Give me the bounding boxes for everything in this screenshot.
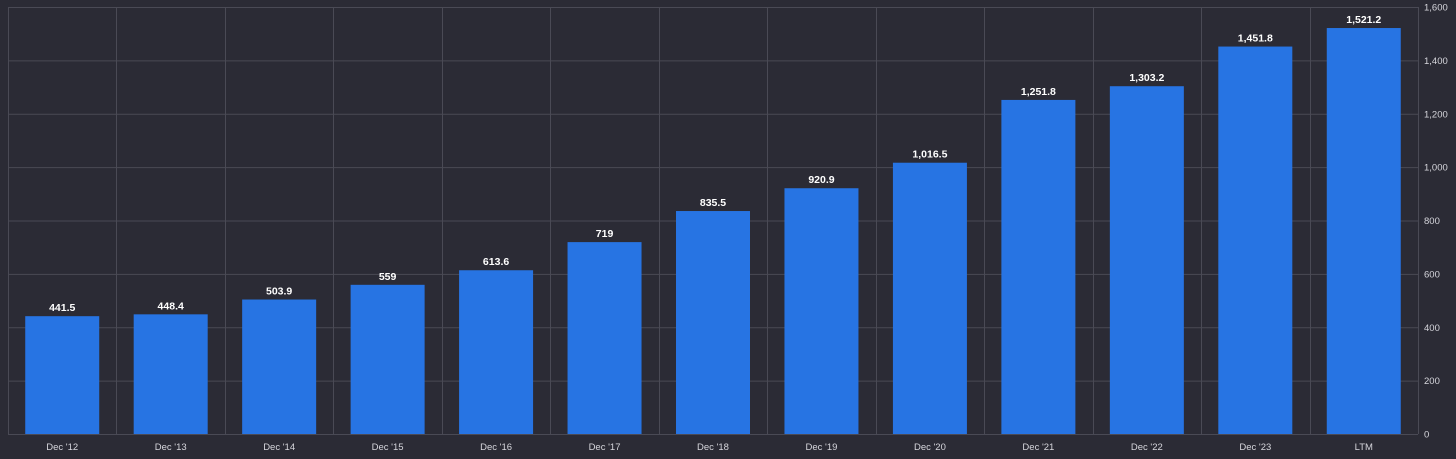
- bar-value-label: 719: [596, 228, 614, 240]
- y-tick-label: 800: [1424, 216, 1440, 227]
- bar: [676, 211, 750, 434]
- x-tick-label: Dec '17: [589, 442, 621, 453]
- x-tick-label: Dec '13: [155, 442, 187, 453]
- y-tick-label: 0: [1424, 430, 1429, 441]
- y-axis: 0 200 400 600 800 1,000 1,200 1,400 1,600: [1424, 3, 1448, 441]
- bar: [350, 284, 425, 434]
- bar-value-label: 613.6: [483, 256, 509, 268]
- x-tick-label: Dec '14: [263, 442, 295, 453]
- y-tick-label: 1,000: [1424, 163, 1448, 174]
- bar-value-label: 1,521.2: [1346, 14, 1381, 26]
- x-axis: Dec '12 Dec '13 Dec '14 Dec '15 Dec '16 Dec '…: [46, 442, 1373, 453]
- value-labels-layer: 441.5 448.4 503.9 559 613.6 719 835.5 920.9 1,01…: [49, 14, 1381, 314]
- bar: [459, 270, 534, 434]
- bar-value-label: 448.4: [158, 300, 184, 312]
- x-tick-label: Dec '18: [697, 442, 729, 453]
- bar: [1326, 28, 1401, 434]
- bar: [242, 299, 317, 434]
- x-tick-label: Dec '15: [372, 442, 404, 453]
- bar: [892, 162, 967, 434]
- bar-value-label: 503.9: [266, 286, 292, 298]
- y-tick-label: 600: [1424, 269, 1440, 280]
- y-tick-label: 1,200: [1424, 109, 1448, 120]
- bar-value-label: 441.5: [49, 302, 75, 314]
- x-tick-label: Dec '12: [46, 442, 78, 453]
- bar: [1001, 99, 1076, 434]
- bar-value-label: 920.9: [808, 174, 834, 186]
- bar-value-label: 835.5: [700, 197, 726, 209]
- y-tick-label: 400: [1424, 323, 1440, 334]
- bar-value-label: 1,251.8: [1021, 86, 1056, 98]
- y-tick-label: 1,600: [1424, 3, 1448, 14]
- x-tick-label: Dec '22: [1131, 442, 1163, 453]
- x-tick-label: Dec '16: [480, 442, 512, 453]
- bars-layer: [25, 28, 1401, 435]
- bar: [25, 316, 100, 434]
- bar-value-label: 559: [379, 271, 397, 283]
- bar-value-label: 1,451.8: [1238, 33, 1273, 45]
- bar: [133, 314, 208, 434]
- bar: [784, 188, 859, 434]
- x-tick-label: Dec '21: [1022, 442, 1054, 453]
- bar: [1109, 86, 1184, 435]
- bar: [1218, 46, 1293, 435]
- x-tick-label: Dec '20: [914, 442, 946, 453]
- bar-value-label: 1,303.2: [1129, 72, 1164, 84]
- y-tick-label: 200: [1424, 376, 1440, 387]
- x-tick-label: LTM: [1355, 442, 1373, 453]
- y-tick-label: 1,400: [1424, 56, 1448, 67]
- bar-value-label: 1,016.5: [912, 149, 947, 161]
- bar: [567, 242, 642, 434]
- x-tick-label: Dec '19: [806, 442, 838, 453]
- x-tick-label: Dec '23: [1239, 442, 1271, 453]
